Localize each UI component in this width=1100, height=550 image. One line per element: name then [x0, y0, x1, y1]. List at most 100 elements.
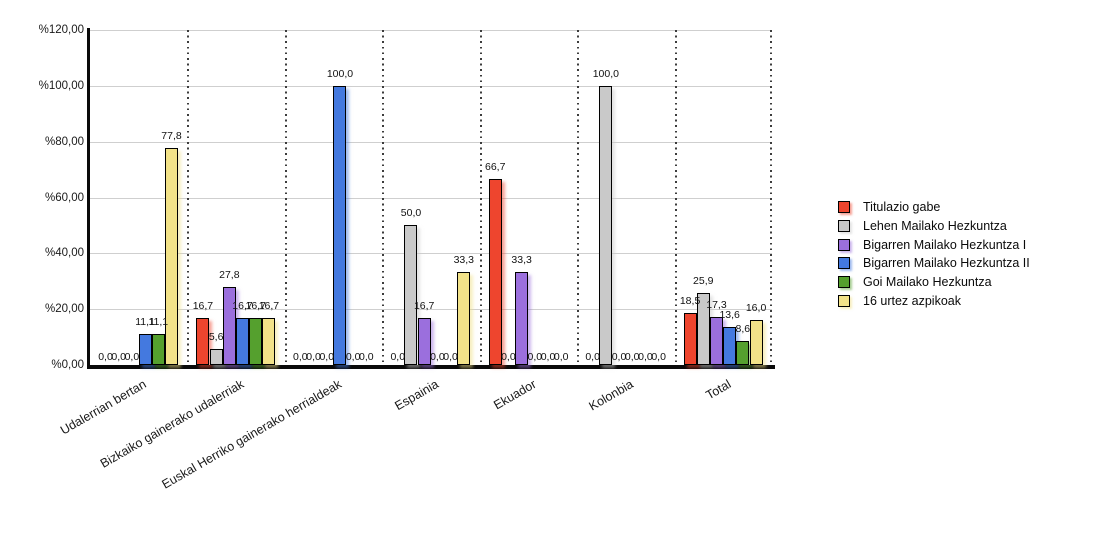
bar-value-label: 0,0 — [651, 351, 666, 363]
bar — [209, 349, 223, 365]
gridline — [90, 309, 772, 311]
bar-value-label: 0,0 — [124, 351, 140, 363]
bar-value-label: 50,0 — [400, 207, 422, 220]
bar-value-label: 0,0 — [98, 351, 113, 363]
bar — [696, 292, 710, 365]
bar-value-label: 0,0 — [345, 351, 361, 363]
bar — [749, 320, 763, 365]
bar-value-label: 16,7 — [413, 300, 435, 313]
bar-value-label: 0,0 — [293, 351, 308, 363]
bar-value-label: 77,8 — [161, 129, 182, 142]
bar-value-label: 0,0 — [306, 351, 321, 363]
bar-value-label: 0,0 — [638, 351, 653, 363]
group-separator — [284, 30, 287, 365]
x-axis-category-label: Ekuador — [491, 377, 539, 413]
bar-value-label: 25,9 — [693, 274, 714, 287]
group-separator — [479, 30, 482, 365]
legend-label: Lehen Mailako Hezkuntza — [863, 218, 1007, 233]
bar-value-label: 16,0 — [745, 302, 767, 315]
bar-value-label: 0,0 — [527, 351, 543, 363]
plot-area: 0,0 0,0 0,0 11,1 11,1 77,8 16,7 5,6 27,8 16,7 16,7… — [90, 30, 772, 365]
bar-value-label: 16,7 — [258, 300, 280, 313]
bar-value-label: 33,3 — [511, 254, 532, 267]
bar-value-label: 11,1 — [148, 316, 169, 329]
bar — [723, 327, 737, 365]
y-axis-tick-label: %80,00 — [44, 135, 84, 148]
bar-value-label: 100,0 — [326, 67, 354, 80]
bar — [457, 272, 471, 365]
gridline — [90, 253, 772, 255]
legend-swatch — [838, 201, 850, 213]
group-separator — [187, 30, 190, 365]
legend-swatch — [838, 257, 850, 270]
bar-value-label: 18,5 — [679, 295, 701, 308]
bar-value-label: 0,0 — [430, 351, 445, 363]
bar — [249, 318, 263, 365]
legend-swatch — [838, 219, 850, 232]
bar — [488, 178, 502, 365]
bar-value-label: 0,0 — [624, 351, 640, 363]
legend-label: Bigarren Mailako Hezkuntza II — [863, 256, 1030, 271]
bar — [151, 334, 165, 365]
legend-item: Goi Mailako Hezkuntza — [838, 275, 1030, 289]
bar-value-label: 16,7 — [192, 300, 214, 313]
gridline — [90, 85, 772, 87]
bar-value-label: 0,0 — [585, 351, 600, 363]
group-separator — [577, 30, 580, 365]
bar-value-label: 8,6 — [735, 323, 751, 335]
y-axis-tick-label: %20,00 — [44, 303, 84, 316]
bar — [599, 85, 613, 365]
bar-value-label: 0,0 — [553, 351, 569, 363]
bar-value-label: 11,1 — [135, 316, 155, 329]
bar — [138, 334, 152, 365]
group-separator — [770, 30, 772, 365]
group-separator — [674, 30, 677, 365]
gridline — [90, 141, 772, 143]
bar-value-label: 0,0 — [611, 351, 627, 363]
bar-value-label: 0,0 — [111, 351, 126, 363]
x-axis-category-label: Total — [703, 377, 734, 403]
bar — [222, 287, 236, 365]
bar-value-label: 0,0 — [319, 351, 335, 363]
legend-item: Bigarren Mailako Hezkuntza II — [838, 256, 1030, 271]
bar-value-label: 33,3 — [453, 254, 474, 267]
bar-value-label: 16,7 — [232, 300, 253, 313]
legend-item: Lehen Mailako Hezkuntza — [838, 218, 1030, 233]
legend-swatch — [838, 238, 850, 251]
x-axis-line — [86, 365, 775, 369]
y-axis-tick-label: %60,00 — [44, 191, 84, 204]
y-axis-tick-label: %0,00 — [51, 359, 84, 371]
bar — [709, 316, 723, 365]
y-axis-line — [86, 28, 90, 368]
bar-value-label: 5,6 — [208, 331, 224, 344]
bar — [236, 318, 250, 365]
bar-value-label: 13,6 — [719, 309, 740, 322]
legend-label: Bigarren Mailako Hezkuntza I — [863, 237, 1027, 252]
x-axis-category-label: Espainia — [392, 377, 441, 414]
bar-value-label: 0,0 — [359, 351, 374, 363]
legend-swatch — [838, 276, 850, 289]
group-separator — [382, 30, 385, 365]
legend-label: 16 urtez azpikoak — [863, 293, 961, 308]
legend-item: Titulazio gabe — [838, 200, 1030, 214]
x-axis-category-label: Udalerrian bertan — [58, 377, 149, 438]
legend-label: Titulazio gabe — [863, 200, 941, 214]
legend-swatch — [838, 294, 850, 307]
bar-value-label: 16,7 — [245, 300, 266, 313]
y-axis-tick-label: %120,00 — [38, 24, 84, 36]
legend-item: 16 urtez azpikoak — [838, 293, 1030, 308]
x-axis-category-label: Kolonbia — [586, 377, 636, 414]
bar — [683, 313, 697, 365]
bar-value-label: 0,0 — [390, 351, 406, 363]
bar — [262, 318, 276, 365]
bar-value-label: 0,0 — [501, 351, 516, 363]
bar — [196, 318, 210, 365]
bar-value-label: 0,0 — [540, 351, 556, 363]
bar — [165, 147, 178, 365]
y-axis-tick-label: %100,00 — [38, 79, 84, 92]
bar-value-label: 100,0 — [592, 67, 619, 80]
y-axis-tick-label: %40,00 — [44, 247, 84, 260]
bar — [333, 85, 347, 365]
gridline — [90, 197, 772, 199]
